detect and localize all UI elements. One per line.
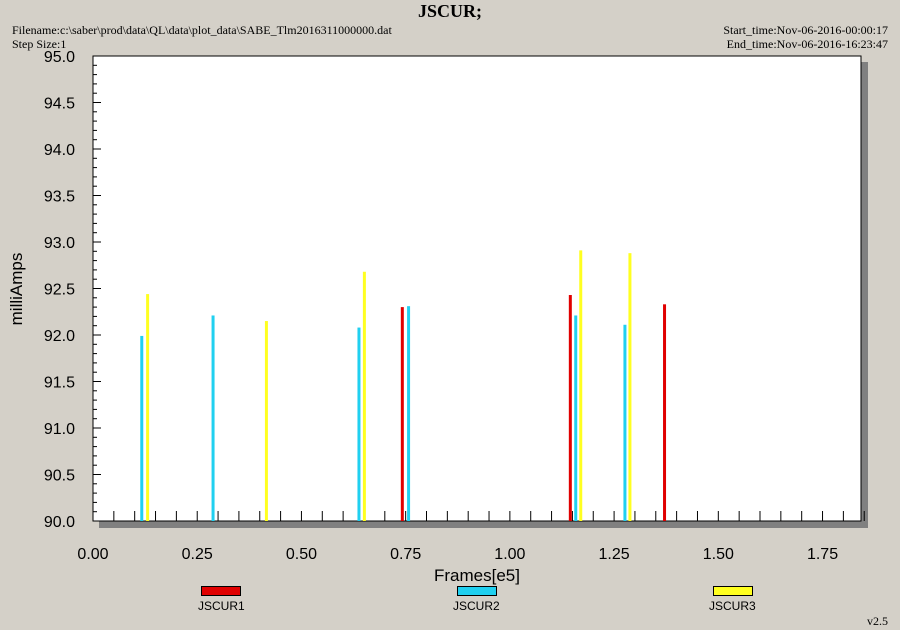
bar-jscur3 xyxy=(264,321,268,521)
step-size-label: Step Size:1 xyxy=(12,37,67,51)
y-tick-label: 94.5 xyxy=(44,96,75,113)
x-tick-label: 0.00 xyxy=(77,546,108,563)
y-tick-label: 92.0 xyxy=(44,328,75,345)
bar-jscur3 xyxy=(146,294,150,521)
legend-label-jscur1: JSCUR1 xyxy=(198,599,245,613)
bar-jscur2 xyxy=(574,315,578,521)
y-tick-label: 95.0 xyxy=(44,49,75,66)
y-axis: 90.0 90.5 91.0 91.5 92.0 92.5 93.0 93.5 94.0 94.5… xyxy=(44,49,101,531)
bar-jscur2 xyxy=(623,324,627,521)
y-tick-label: 94.0 xyxy=(44,142,75,159)
bars xyxy=(140,250,667,521)
x-axis-label: Frames[e5] xyxy=(434,566,520,585)
start-time-label: Start_time:Nov-06-2016-00:00:17 xyxy=(723,23,888,37)
legend-label-jscur3: JSCUR3 xyxy=(709,599,756,613)
x-tick-label: 1.50 xyxy=(703,546,734,563)
y-tick-label: 91.5 xyxy=(44,375,75,392)
y-axis-label: milliAmps xyxy=(7,253,26,326)
filename-label: Filename:c:\saber\prod\data\QL\data\plot… xyxy=(12,23,392,37)
version-label: v2.5 xyxy=(867,614,888,628)
legend-label-jscur2: JSCUR2 xyxy=(453,599,500,613)
bar-jscur2 xyxy=(211,315,215,521)
legend-swatch-jscur2 xyxy=(457,586,497,596)
bar-jscur1 xyxy=(400,307,404,521)
bar-jscur3 xyxy=(628,253,632,521)
x-tick-label: 0.25 xyxy=(182,546,213,563)
x-tick-label: 0.50 xyxy=(286,546,317,563)
legend-swatch-jscur3 xyxy=(713,586,753,596)
bar-jscur2 xyxy=(357,327,361,521)
bar-jscur1 xyxy=(663,304,667,521)
y-tick-label: 93.0 xyxy=(44,235,75,252)
chart-title: JSCUR; xyxy=(417,1,482,21)
x-tick-label: 1.00 xyxy=(494,546,525,563)
x-tick-label: 0.75 xyxy=(390,546,421,563)
bar-jscur3 xyxy=(362,271,366,521)
x-tick-label: 1.75 xyxy=(807,546,838,563)
bar-jscur2 xyxy=(140,335,144,521)
y-tick-label: 93.5 xyxy=(44,189,75,206)
bar-jscur3 xyxy=(579,250,583,521)
y-tick-label: 92.5 xyxy=(44,282,75,299)
x-tick-label: 1.25 xyxy=(599,546,630,563)
end-time-label: End_time:Nov-06-2016-16:23:47 xyxy=(726,37,888,51)
y-tick-label: 90.5 xyxy=(44,468,75,485)
y-tick-label: 90.0 xyxy=(44,514,75,531)
x-axis: 0.00 0.25 0.50 0.75 1.00 1.25 1.50 1.75 xyxy=(77,511,865,563)
y-tick-label: 91.0 xyxy=(44,421,75,438)
legend-swatch-jscur1 xyxy=(201,586,241,596)
plot-area xyxy=(92,55,862,522)
bar-jscur2 xyxy=(407,306,411,521)
bar-jscur1 xyxy=(568,295,572,521)
